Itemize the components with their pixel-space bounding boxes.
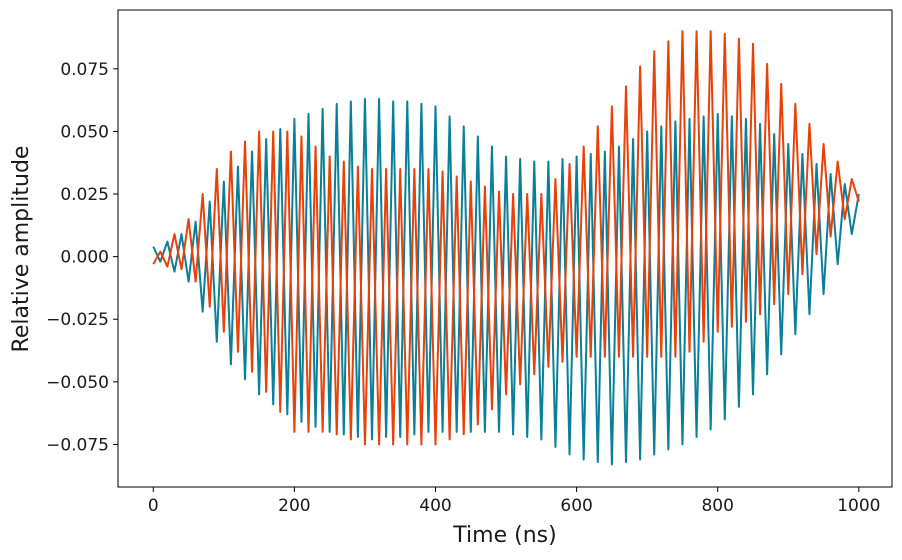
x-tick-label: 800: [701, 496, 733, 516]
data-line: [152, 97, 860, 466]
x-tick-label: 1000: [837, 496, 880, 516]
y-axis-label: Relative amplitude: [9, 146, 34, 353]
x-axis-label: Time (ns): [452, 523, 556, 548]
x-tick-label: 400: [419, 496, 451, 516]
y-tick-label: 0.000: [60, 248, 109, 268]
y-tick-label: −0.050: [46, 373, 109, 393]
y-tick-label: −0.025: [46, 310, 109, 330]
x-tick-label: 200: [278, 496, 310, 516]
x-tick-label: 0: [148, 496, 159, 516]
data-line: [152, 30, 860, 446]
y-tick-label: −0.075: [46, 435, 109, 455]
y-tick-label: 0.025: [60, 185, 109, 205]
plot-frame: [117, 9, 893, 488]
y-tick-label: 0.075: [60, 60, 109, 80]
x-tick-label: 600: [560, 496, 592, 516]
y-tick-label: 0.050: [60, 122, 109, 142]
